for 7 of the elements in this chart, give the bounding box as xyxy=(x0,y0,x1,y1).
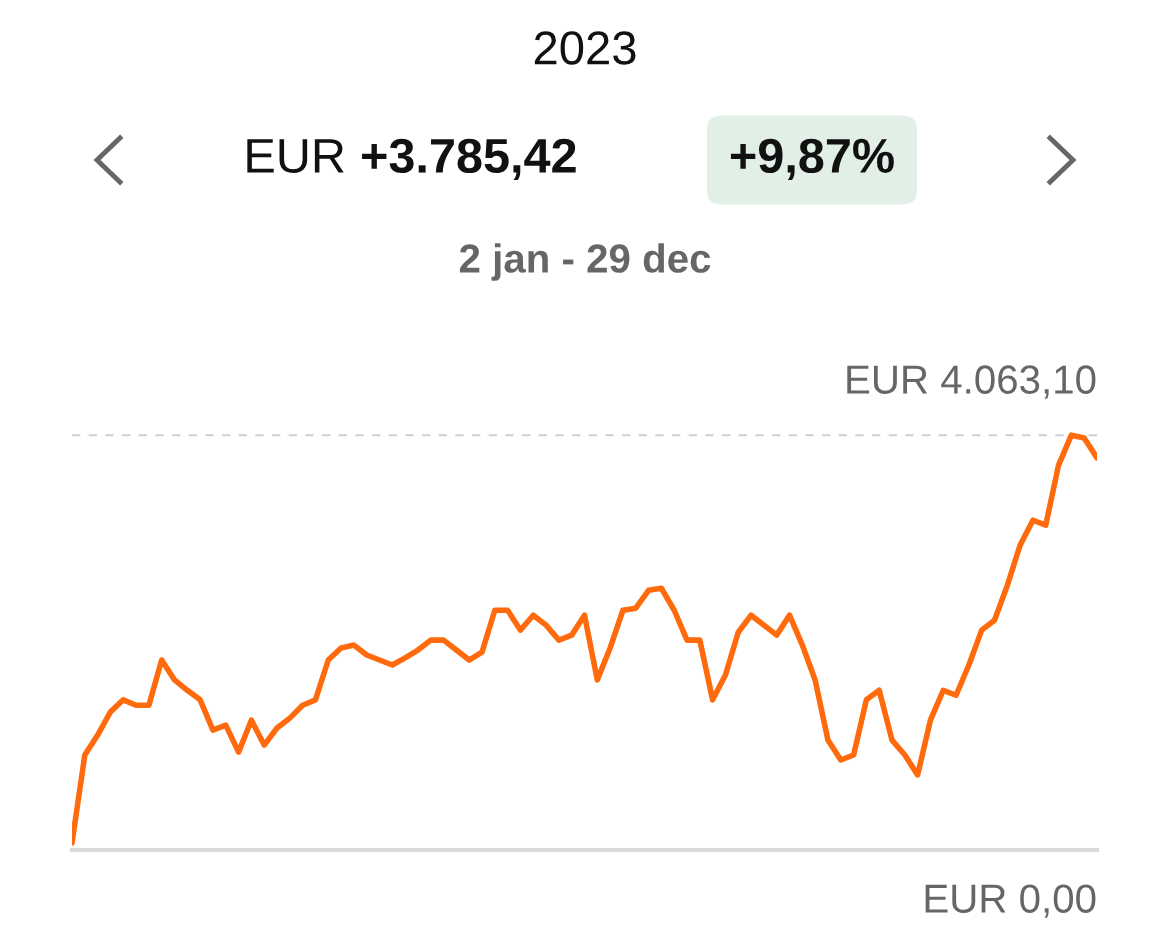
chart-title: 2023 xyxy=(534,31,636,65)
chart-subtitle: 2 jan - 29 dec xyxy=(459,243,711,281)
ref-line-label: EUR 4.063,10 xyxy=(847,365,1096,399)
text: +9,87% xyxy=(730,138,894,181)
text: EUR xyxy=(247,139,344,174)
text: +3.785,42 xyxy=(362,138,576,181)
ref-line-label: EUR 0,00 xyxy=(925,884,1096,918)
